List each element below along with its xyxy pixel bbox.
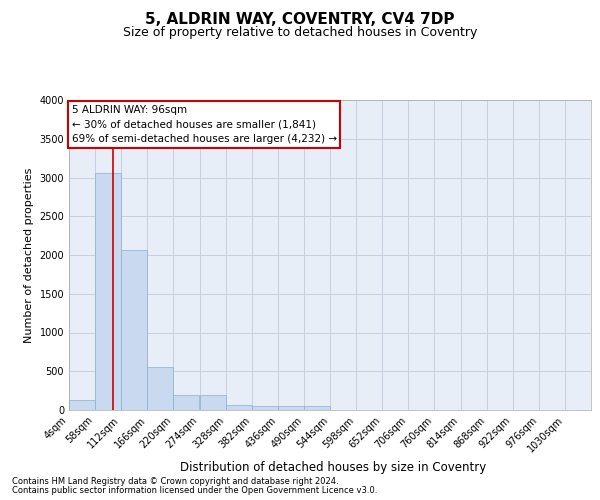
Y-axis label: Number of detached properties: Number of detached properties <box>24 168 34 342</box>
Bar <box>226 404 252 410</box>
Text: 5, ALDRIN WAY, COVENTRY, CV4 7DP: 5, ALDRIN WAY, COVENTRY, CV4 7DP <box>145 12 455 28</box>
Text: Distribution of detached houses by size in Coventry: Distribution of detached houses by size … <box>180 461 486 474</box>
Bar <box>252 406 278 410</box>
Text: Contains public sector information licensed under the Open Government Licence v3: Contains public sector information licen… <box>12 486 377 495</box>
Bar <box>278 406 304 410</box>
Text: 5 ALDRIN WAY: 96sqm
← 30% of detached houses are smaller (1,841)
69% of semi-det: 5 ALDRIN WAY: 96sqm ← 30% of detached ho… <box>71 104 337 144</box>
Text: Contains HM Land Registry data © Crown copyright and database right 2024.: Contains HM Land Registry data © Crown c… <box>12 477 338 486</box>
Bar <box>199 394 226 410</box>
Bar <box>173 394 199 410</box>
Bar <box>95 173 121 410</box>
Text: Size of property relative to detached houses in Coventry: Size of property relative to detached ho… <box>123 26 477 39</box>
Bar <box>121 250 148 410</box>
Bar <box>304 406 330 410</box>
Bar <box>69 400 95 410</box>
Bar <box>148 366 173 410</box>
